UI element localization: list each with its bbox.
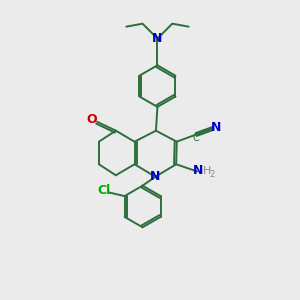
Text: N: N: [150, 170, 161, 183]
Text: 2: 2: [210, 170, 215, 179]
Text: H: H: [203, 166, 212, 176]
Text: C: C: [192, 134, 199, 143]
Text: O: O: [87, 113, 98, 126]
Text: Cl: Cl: [97, 184, 110, 197]
Text: N: N: [211, 121, 221, 134]
Text: N: N: [193, 164, 204, 177]
Text: N: N: [152, 32, 163, 45]
